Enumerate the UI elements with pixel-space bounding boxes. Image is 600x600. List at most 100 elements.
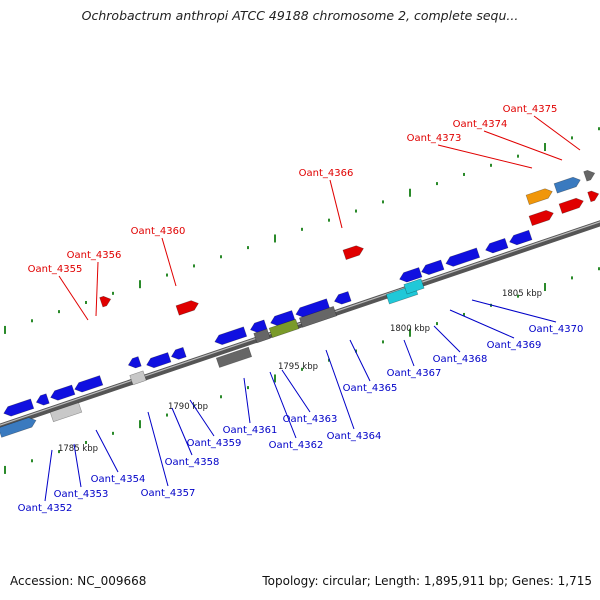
label-leader-line	[95, 429, 119, 473]
other-gene-shape	[298, 306, 338, 328]
reverse-gene-shape	[485, 237, 509, 254]
pseudo-gene	[129, 370, 147, 386]
label-leader-line	[58, 275, 89, 321]
gene-label: Oant_4368	[433, 354, 488, 365]
reverse-gene	[421, 259, 445, 275]
reverse-gene	[170, 346, 187, 360]
other-gene	[253, 328, 271, 344]
forward-gene-shape	[528, 210, 554, 226]
reverse-gene	[445, 247, 481, 267]
label-leader-line	[95, 261, 99, 317]
label-leader-line	[44, 449, 53, 502]
forward-gene-shape	[558, 197, 584, 214]
label-leader-line	[171, 407, 193, 456]
forward-gene	[528, 210, 554, 226]
forward-gene	[342, 245, 364, 261]
forward-gene-shape	[342, 245, 364, 261]
reverse-gene	[333, 291, 352, 305]
reverse-gene	[295, 298, 331, 318]
scale-label: 1800 kbp	[390, 324, 430, 334]
gene-label: Oant_4353	[54, 489, 109, 500]
reverse-gene-shape	[295, 298, 331, 318]
reverse-gene-shape	[421, 259, 445, 275]
label-leader-line	[329, 179, 343, 229]
gene-label: Oant_4359	[187, 438, 242, 449]
gene-label: Oant_4369	[487, 340, 542, 351]
reverse-gene	[509, 229, 533, 246]
reverse-gene	[50, 384, 76, 401]
scale-label: 1805 kbp	[502, 289, 542, 299]
label-leader-line	[433, 325, 461, 353]
reverse-gene-shape	[50, 384, 76, 401]
reverse-gene	[249, 319, 268, 333]
gene-label: Oant_4367	[387, 368, 442, 379]
reverse-gene-shape	[3, 398, 35, 417]
label-leader-line	[73, 443, 82, 488]
rna-gene	[268, 318, 300, 339]
gene-label: Oant_4362	[269, 440, 324, 451]
gene-label: Oant_4374	[453, 119, 508, 130]
gene-label: Oant_4375	[503, 104, 558, 115]
label-leader-line	[533, 115, 581, 151]
gene-label: Oant_4360	[131, 226, 186, 237]
gene-label: Oant_4364	[327, 431, 382, 442]
reverse-gene-shape	[35, 393, 50, 406]
genome-backbone	[0, 220, 600, 430]
reverse-gene	[127, 356, 142, 369]
reverse-gene	[214, 326, 248, 345]
reverse-gene	[35, 393, 50, 406]
label-leader-line	[437, 144, 533, 169]
gene-label: Oant_4361	[223, 425, 278, 436]
reverse-gene	[74, 375, 104, 393]
forward-gene-shape	[175, 300, 199, 316]
forward-gene	[0, 417, 37, 438]
gene-label: Oant_4370	[529, 324, 584, 335]
highlight-gene-shape	[403, 278, 425, 295]
forward-gene	[553, 176, 581, 194]
reverse-gene-shape	[74, 375, 104, 393]
gene-label: Oant_4356	[67, 250, 122, 261]
genome-summary-text: Topology: circular; Length: 1,895,911 bp…	[262, 574, 592, 588]
pseudo-gene	[49, 402, 83, 423]
pseudo-gene-shape	[129, 370, 147, 386]
forward-gene	[587, 190, 600, 203]
gene-label: Oant_4358	[165, 457, 220, 468]
scale-label: 1790 kbp	[168, 402, 208, 412]
forward-gene	[583, 170, 596, 182]
reverse-gene-shape	[127, 356, 142, 369]
gene-label: Oant_4352	[18, 503, 73, 514]
label-leader-line	[189, 399, 215, 437]
gene-label: Oant_4354	[91, 474, 146, 485]
gene-label: Oant_4355	[28, 264, 83, 275]
gene-label: Oant_4365	[343, 383, 398, 394]
other-gene	[298, 306, 338, 328]
forward-gene	[175, 300, 199, 316]
reverse-gene	[3, 398, 35, 417]
pseudo-gene-shape	[49, 402, 83, 423]
forward-gene	[99, 295, 112, 308]
map-title: Ochrobactrum anthropi ATCC 49188 chromos…	[81, 8, 519, 23]
other-gene-shape	[215, 346, 253, 368]
reverse-gene	[146, 352, 172, 369]
forward-gene-shape	[525, 188, 553, 205]
reverse-gene-shape	[170, 346, 187, 360]
label-leader-line	[471, 299, 557, 323]
gene-label: Oant_4366	[299, 168, 354, 179]
reverse-gene-shape	[445, 247, 481, 267]
rna-gene-shape	[268, 318, 300, 339]
gene-label: Oant_4373	[407, 133, 462, 144]
label-leader-line	[243, 377, 251, 424]
forward-gene-shape	[583, 170, 596, 182]
forward-gene-shape	[553, 176, 581, 194]
label-leader-line	[281, 369, 311, 413]
gene-label: Oant_4357	[141, 488, 196, 499]
reverse-gene-shape	[399, 267, 423, 283]
scale-label: 1795 kbp	[278, 362, 318, 372]
forward-gene	[558, 197, 584, 214]
label-leader-line	[483, 130, 563, 161]
reverse-gene-shape	[509, 229, 533, 246]
label-leader-line	[161, 237, 177, 287]
forward-gene-shape	[0, 417, 37, 438]
accession-text: Accession: NC_009668	[10, 574, 147, 588]
label-leader-line	[349, 339, 371, 382]
